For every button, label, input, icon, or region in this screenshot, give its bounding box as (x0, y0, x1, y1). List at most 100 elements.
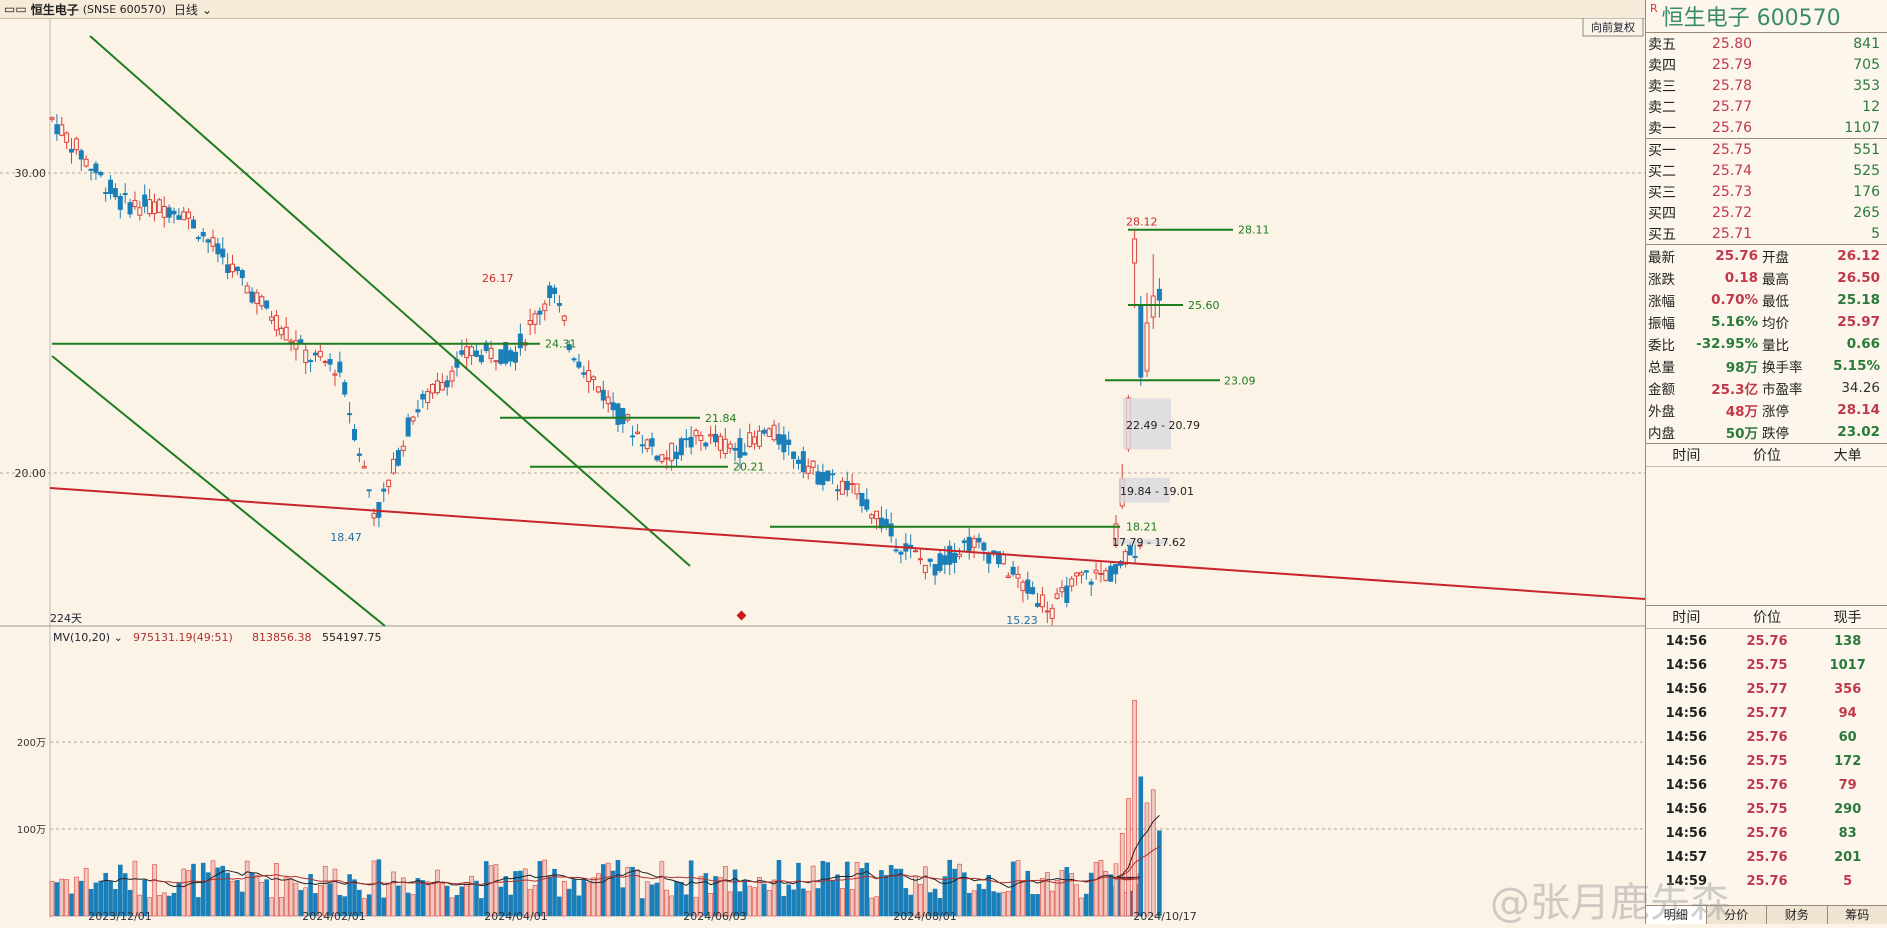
candle-body (962, 541, 966, 543)
candle-body (474, 351, 478, 356)
volume-bar (1045, 873, 1049, 916)
ask-price: 25.78 (1692, 78, 1832, 94)
candle-body (699, 436, 703, 441)
volume-bar (323, 866, 327, 916)
candle-body (343, 383, 347, 394)
volume-bar (255, 875, 259, 916)
volume-bar (596, 874, 600, 916)
ask-volume: 1107 (1832, 120, 1887, 136)
candle-body (938, 554, 942, 571)
volume-bar (1157, 831, 1161, 916)
candle-body (1011, 567, 1015, 574)
big-order-list[interactable] (1646, 467, 1887, 606)
volume-bar (650, 885, 654, 916)
stock-name[interactable]: 恒生电子 (31, 1, 79, 18)
candle-body (1016, 574, 1020, 578)
tab-3[interactable]: 筹码 (1828, 906, 1887, 924)
volume-bar (382, 898, 386, 916)
stat-label: 金额 (1648, 378, 1690, 398)
volume-bar (182, 869, 186, 916)
candle-body (533, 314, 537, 324)
volume-bar (426, 882, 430, 916)
level-label-20-21: 20.21 (733, 461, 765, 474)
volume-bar (592, 878, 596, 916)
ask-label: 卖五 (1646, 34, 1692, 54)
diamond-marker (737, 611, 747, 621)
volume-bar (948, 860, 952, 916)
volume-bar (260, 882, 264, 916)
period-selector[interactable]: 日线⌄ (170, 1, 212, 18)
volume-bar (1126, 799, 1130, 916)
tab-1[interactable]: 分价 (1707, 906, 1768, 924)
candle-body (1026, 580, 1030, 593)
toggle-icon[interactable]: ▭▭ (4, 2, 27, 16)
volume-bar (850, 890, 854, 916)
chart-canvas[interactable]: 30.0020.00向前复权224天200万100万28.1228.1125.6… (0, 18, 1645, 924)
candle-body (631, 436, 635, 437)
volume-bar (1145, 803, 1149, 916)
indicator-name: MV(10,20) ⌄ (53, 631, 123, 644)
volume-bar (284, 878, 288, 916)
candle-body (138, 208, 142, 215)
candle-body (596, 387, 600, 392)
candle-body (211, 238, 215, 247)
tick-time: 14:56 (1646, 682, 1727, 697)
high-label-28-12: 28.12 (1126, 215, 1158, 228)
tick-time: 14:57 (1646, 850, 1727, 865)
candle-body (587, 371, 591, 382)
candle-body (640, 445, 644, 446)
candle-body (796, 460, 800, 463)
tick-time: 14:56 (1646, 778, 1727, 793)
tab-0[interactable]: 明细 (1646, 906, 1707, 924)
tick-volume: 201 (1807, 850, 1887, 865)
gap-label-3: 17.79 - 17.62 (1112, 536, 1186, 549)
candle-body (611, 403, 615, 410)
tick-col-time: 时间 (1646, 607, 1727, 627)
candle-body (143, 195, 147, 206)
stat-value: 98万 (1690, 356, 1762, 376)
tab-2[interactable]: 财务 (1767, 906, 1828, 924)
volume-bar (484, 861, 488, 916)
candle-body (557, 304, 561, 306)
candle-body (513, 352, 517, 362)
candle-body (577, 362, 581, 367)
tick-price: 25.75 (1727, 802, 1808, 817)
candle-body (191, 220, 195, 228)
volume-bar (406, 893, 410, 916)
candle-body (1084, 571, 1088, 572)
candle-body (977, 538, 981, 542)
volume-bar (289, 879, 293, 916)
candle-body (74, 139, 78, 150)
candle-body (270, 317, 274, 320)
candle-body (167, 208, 171, 217)
candle-body (348, 414, 352, 415)
